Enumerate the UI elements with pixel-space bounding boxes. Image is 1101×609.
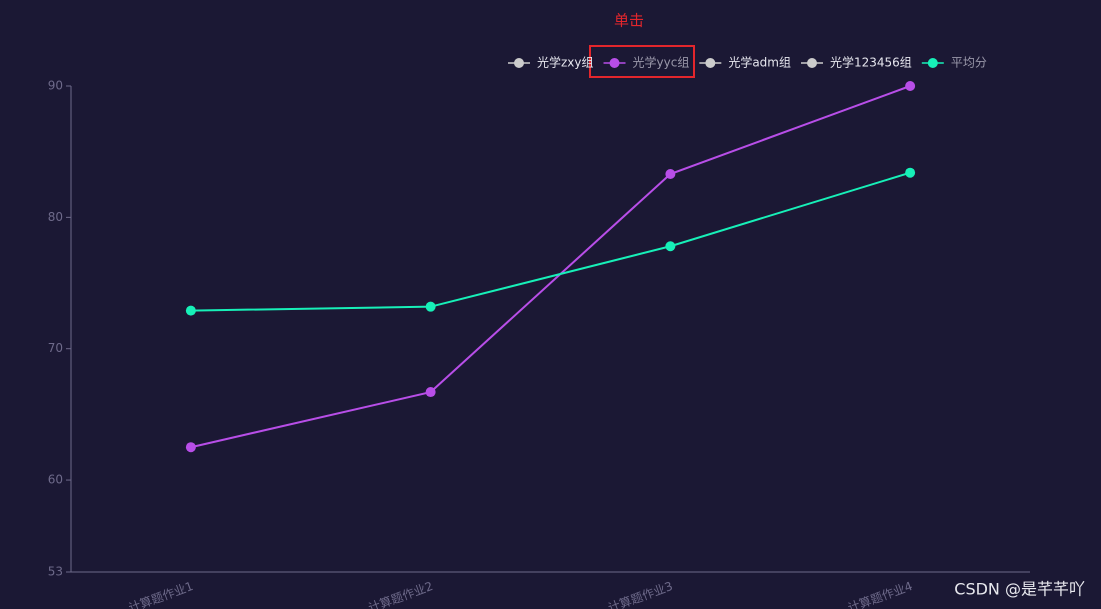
data-point: [905, 167, 916, 178]
data-point: [425, 387, 436, 398]
data-point: [425, 301, 436, 312]
legend-icon[interactable]: [705, 58, 716, 68]
y-tick-label: 90: [48, 79, 63, 93]
legend-label[interactable]: 光学adm组: [728, 55, 791, 70]
highlight-box: [589, 45, 695, 78]
data-point: [185, 442, 196, 453]
legend-icon[interactable]: [927, 58, 938, 68]
y-tick-label: 60: [48, 473, 63, 487]
legend-icon[interactable]: [609, 58, 620, 68]
legend-label[interactable]: 光学123456组: [830, 55, 912, 70]
legend-icon[interactable]: [514, 58, 524, 68]
data-point: [665, 169, 676, 180]
legend-icon[interactable]: [807, 58, 817, 68]
y-tick-label: 70: [48, 341, 63, 355]
series-line: [190, 85, 911, 449]
data-point: [185, 305, 196, 316]
y-tick-label: 80: [48, 210, 63, 224]
data-point: [905, 81, 916, 91]
data-point: [665, 241, 676, 252]
annotation: 单击: [614, 12, 644, 30]
legend-label[interactable]: 平均分: [951, 56, 987, 70]
legend-label[interactable]: 光学yyc组: [633, 55, 690, 70]
legend-label[interactable]: 光学zxy组: [537, 55, 594, 70]
watermark: CSDN @是芊芊吖: [954, 580, 1085, 599]
series-line: [190, 171, 911, 312]
y-tick-label: 53: [48, 565, 63, 579]
